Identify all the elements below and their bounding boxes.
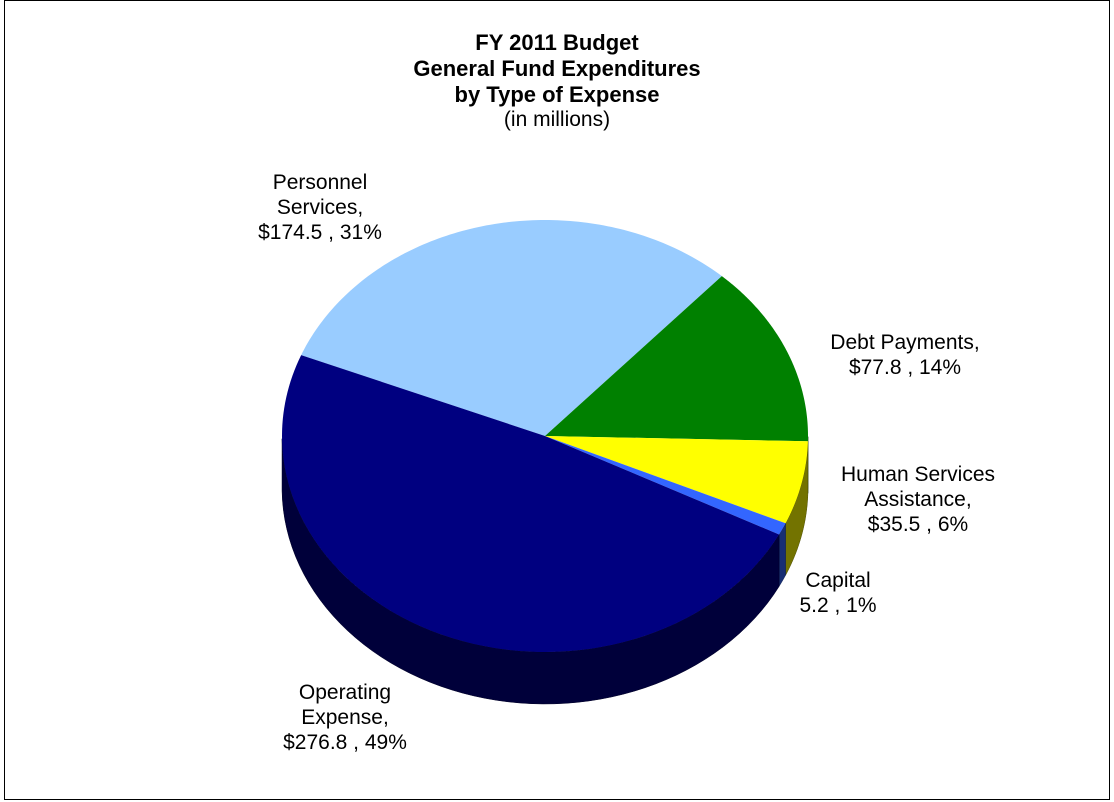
pie-side-capital bbox=[778, 523, 786, 588]
label-line: $77.8 , 14% bbox=[848, 356, 962, 379]
chart-subtitle: (in millions) bbox=[503, 108, 611, 131]
label-line: Human Services bbox=[840, 463, 996, 486]
title-line-2: General Fund Expenditures bbox=[413, 56, 701, 81]
chart-title: FY 2011 Budget General Fund Expenditures… bbox=[0, 30, 1114, 132]
label-line: $35.5 , 6% bbox=[867, 513, 969, 536]
label-capital: Capital 5.2 , 1% bbox=[778, 568, 898, 618]
pie-slice-debt-payments bbox=[545, 276, 808, 442]
label-debt-payments: Debt Payments, $77.8 , 14% bbox=[805, 330, 1005, 380]
label-human-services-assistance: Human Services Assistance, $35.5 , 6% bbox=[818, 462, 1018, 537]
label-line: $174.5 , 31% bbox=[258, 221, 382, 244]
label-line: Assistance, bbox=[864, 488, 972, 511]
label-line: Expense, bbox=[301, 706, 389, 729]
pie-slice-human-services-assistance bbox=[545, 436, 808, 524]
title-line-1: FY 2011 Budget bbox=[475, 30, 639, 55]
label-line: Capital bbox=[805, 569, 871, 592]
pie-slice-personnel-services bbox=[301, 220, 722, 436]
pie-slice-capital bbox=[545, 436, 786, 535]
label-line: Personnel bbox=[272, 171, 368, 194]
label-line: 5.2 , 1% bbox=[799, 594, 877, 617]
label-operating-expense: Operating Expense, $276.8 , 49% bbox=[255, 680, 435, 755]
label-line: Operating bbox=[298, 681, 392, 704]
pie-slices bbox=[282, 220, 808, 652]
label-line: Services, bbox=[276, 196, 364, 219]
title-line-3: by Type of Expense bbox=[454, 82, 660, 107]
label-line: Debt Payments, bbox=[830, 331, 980, 354]
label-line: $276.8 , 49% bbox=[283, 731, 407, 754]
label-personnel-services: Personnel Services, $174.5 , 31% bbox=[230, 170, 410, 245]
pie-slice-operating-expense bbox=[282, 355, 780, 652]
